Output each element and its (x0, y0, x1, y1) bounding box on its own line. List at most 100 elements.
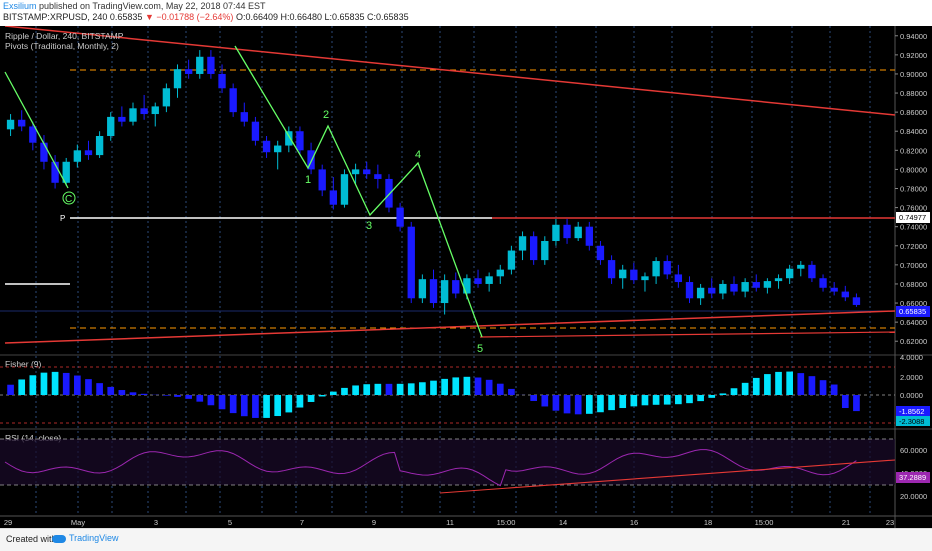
candle-body (7, 120, 14, 130)
symbol-label: BITSTAMP:XRPUSD, 240 (3, 12, 107, 22)
ohlc-values: O:0.66409 H:0.66480 L:0.65835 C:0.65835 (236, 12, 409, 22)
rsi-tick-label: 60.0000 (900, 446, 927, 455)
price-tick-label: 0.64000 (900, 318, 927, 327)
fisher-bar (174, 395, 181, 397)
time-tick-label: 7 (300, 518, 304, 527)
candle-body (764, 281, 771, 288)
price-tick-label: 0.86000 (900, 108, 927, 117)
fisher-bar (41, 373, 48, 395)
fisher-tick-label: 2.0000 (900, 373, 923, 382)
fisher-bar (430, 381, 437, 395)
fisher-bar (352, 385, 359, 395)
fisher-title: Fisher (9) (5, 359, 42, 369)
candle-body (107, 117, 114, 136)
fisher-badge1: -1.8562 (899, 407, 924, 416)
tradingview-logo[interactable]: TradingView (52, 533, 119, 543)
time-tick-label: 11 (446, 518, 454, 527)
fisher-badge2: -2.3088 (899, 417, 924, 426)
candle-body (508, 251, 515, 270)
fisher-bar (7, 385, 14, 395)
fisher-bar (497, 384, 504, 395)
fisher-bar (452, 377, 459, 395)
fisher-bar (720, 393, 727, 395)
chart-svg[interactable]: P C 1 2 3 4 5 Ripple / Dollar, 240, BITS… (0, 26, 932, 528)
candle-body (285, 131, 292, 145)
candle-body (597, 246, 604, 260)
candle-body (441, 280, 448, 303)
candle-body (808, 265, 815, 278)
candle-body (129, 108, 136, 121)
candle-body (74, 150, 81, 161)
time-tick-label: 5 (228, 518, 232, 527)
price-axis[interactable]: 0.940000.920000.900000.880000.860000.840… (895, 32, 927, 346)
candle-body (118, 117, 125, 122)
candle-body (218, 74, 225, 88)
fisher-tick-label: 0.0000 (900, 391, 923, 400)
fisher-bar (541, 395, 548, 406)
fisher-bar (608, 395, 615, 410)
fisher-bar (85, 379, 92, 395)
fisher-bar (642, 395, 649, 405)
fisher-bar (742, 383, 749, 395)
candle-body (207, 57, 214, 74)
tradingview-brand: TradingView (69, 533, 119, 543)
fisher-bar (163, 395, 170, 396)
candle-body (519, 236, 526, 250)
wave-label-4: 4 (415, 149, 421, 161)
fisher-bar (386, 384, 393, 395)
fisher-bar (475, 378, 482, 395)
candle-body (652, 261, 659, 276)
rsi-band-bg (0, 439, 895, 485)
candle-body (797, 265, 804, 269)
publisher-name[interactable]: Exsilium (3, 1, 37, 11)
fisher-bar (486, 380, 493, 395)
fisher-bar (753, 378, 760, 395)
fisher-bar (553, 395, 560, 411)
price-tick-label: 0.76000 (900, 204, 927, 213)
pivots-indicator-title: Pivots (Traditional, Monthly, 2) (5, 41, 119, 51)
fisher-bar (686, 395, 693, 403)
fisher-bar (330, 392, 337, 395)
cloud-icon (52, 535, 66, 543)
fisher-bar (831, 385, 838, 395)
main-chart-title: Ripple / Dollar, 240, BITSTAMP (5, 31, 124, 41)
fisher-bar (196, 395, 203, 402)
chart-canvas[interactable]: P C 1 2 3 4 5 Ripple / Dollar, 240, BITS… (0, 26, 932, 528)
fisher-bar (619, 395, 626, 408)
fisher-bar (853, 395, 860, 411)
fisher-bar (241, 395, 248, 416)
fisher-bar (285, 395, 292, 412)
price-tick-label: 0.70000 (900, 261, 927, 270)
price-tick-label: 0.68000 (900, 280, 927, 289)
fisher-bar (630, 395, 637, 406)
candle-body (263, 141, 270, 152)
fisher-bar (219, 395, 226, 409)
fisher-bar (96, 383, 103, 395)
price-tick-label: 0.84000 (900, 127, 927, 136)
time-tick-label: 21 (842, 518, 850, 527)
candle-body (152, 106, 159, 114)
fisher-bar (575, 395, 582, 414)
rsi-badge: 37.2889 (899, 473, 926, 482)
candle-body (352, 169, 359, 174)
fisher-bar (797, 373, 804, 395)
fisher-bar (408, 383, 415, 395)
candle-body (664, 261, 671, 274)
fisher-bar (252, 395, 259, 418)
fisher-bar (263, 395, 270, 418)
candle-body (241, 112, 248, 122)
candle-body (630, 270, 637, 281)
candle-body (619, 270, 626, 279)
candle-body (296, 131, 303, 150)
last-price: 0.65835 (110, 12, 143, 22)
price-tick-label: 0.92000 (900, 51, 927, 60)
fisher-bar (29, 375, 36, 395)
current-price-badge: 0.65835 (899, 307, 926, 316)
fisher-bar (441, 379, 448, 395)
fisher-bar (119, 390, 126, 395)
rsi-tick-label: 20.0000 (900, 492, 927, 501)
fisher-bar (597, 395, 604, 412)
candle-body (853, 297, 860, 305)
price-tick-label: 0.78000 (900, 185, 927, 194)
fisher-bar (208, 395, 215, 405)
